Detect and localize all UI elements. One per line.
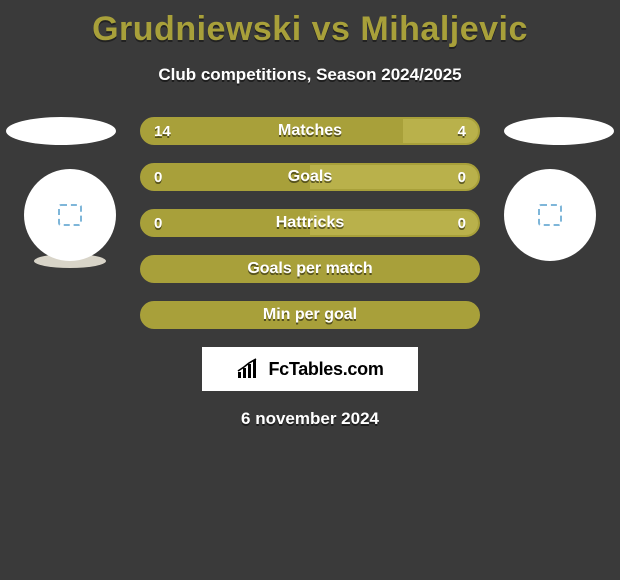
player-right-ellipse (504, 117, 614, 145)
jersey-icon (58, 204, 82, 226)
watermark: FcTables.com (202, 347, 418, 391)
stat-bars: 144Matches 00Goals 00Hattricks Goals per ma… (140, 117, 480, 329)
player-left-ellipse (6, 117, 116, 145)
stat-bar: 00Hattricks (140, 209, 480, 237)
player-right-avatar (504, 169, 596, 261)
page-title: Grudniewski vs Mihaljevic (0, 0, 620, 49)
stat-bar: 00Goals (140, 163, 480, 191)
bar-label: Min per goal (142, 303, 478, 327)
player-left-avatar (24, 169, 116, 261)
stat-bar: Min per goal (140, 301, 480, 329)
watermark-text: FcTables.com (268, 359, 383, 380)
chart-icon (236, 358, 262, 380)
bar-label: Goals (142, 165, 478, 189)
bar-label: Matches (142, 119, 478, 143)
bar-label: Goals per match (142, 257, 478, 281)
jersey-icon (538, 204, 562, 226)
bar-label: Hattricks (142, 211, 478, 235)
page-subtitle: Club competitions, Season 2024/2025 (0, 65, 620, 85)
date-line: 6 november 2024 (0, 409, 620, 429)
stats-area: 144Matches 00Goals 00Hattricks Goals per ma… (0, 117, 620, 329)
stat-bar: Goals per match (140, 255, 480, 283)
stat-bar: 144Matches (140, 117, 480, 145)
